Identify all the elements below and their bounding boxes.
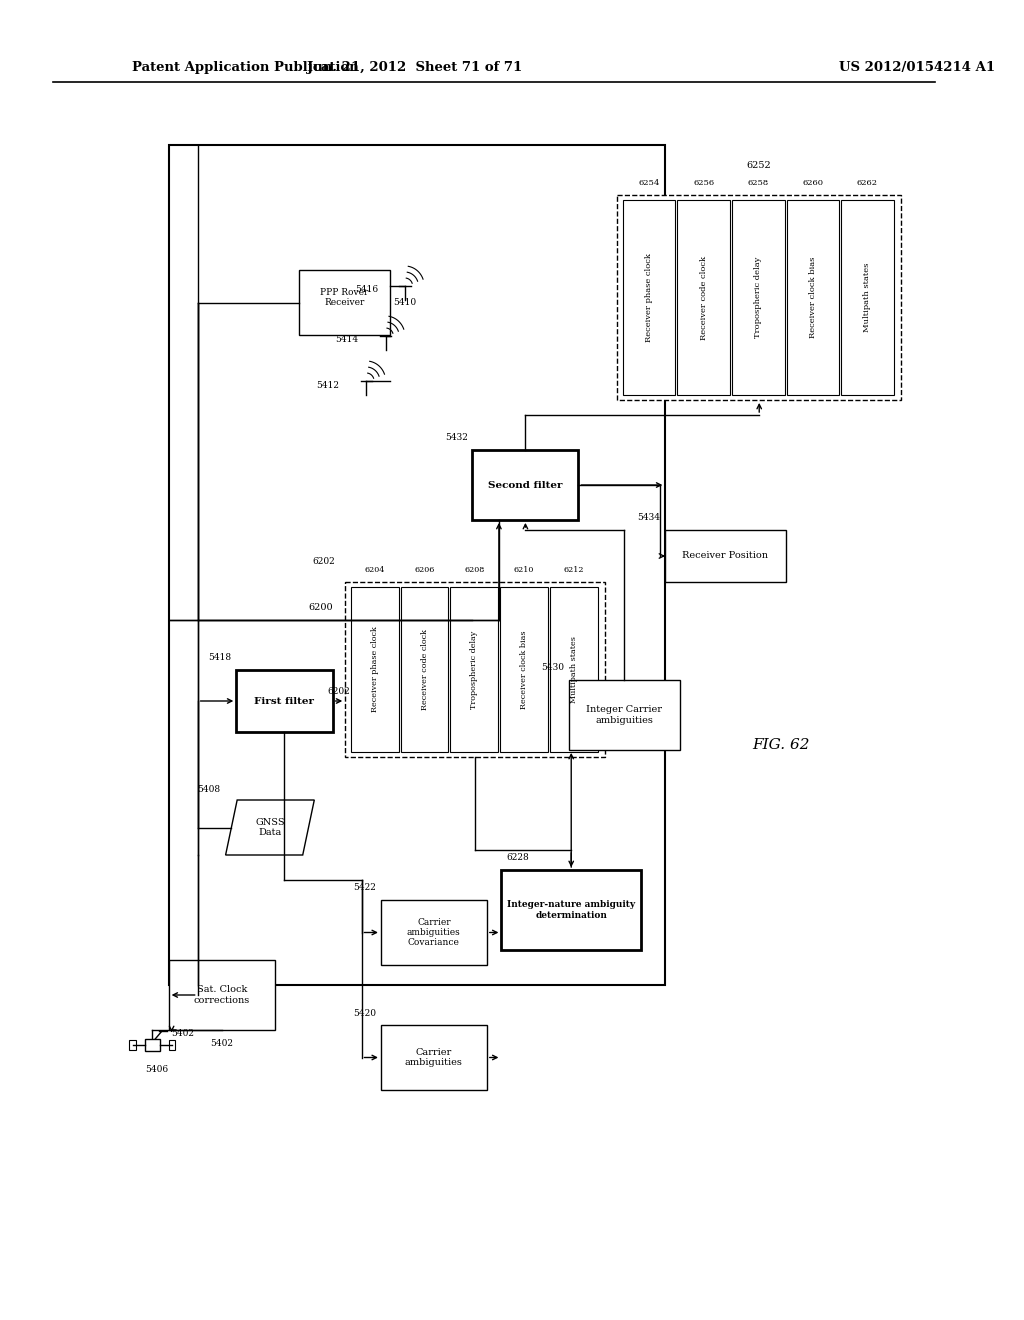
- Text: Tropospheric delay: Tropospheric delay: [755, 257, 762, 338]
- Text: 6206: 6206: [415, 566, 435, 574]
- Text: Receiver clock bias: Receiver clock bias: [809, 257, 817, 338]
- Polygon shape: [225, 800, 314, 855]
- Text: Receiver phase clock: Receiver phase clock: [645, 253, 653, 342]
- Text: Integer Carrier
ambiguities: Integer Carrier ambiguities: [587, 705, 663, 725]
- Text: 5402: 5402: [172, 1028, 195, 1038]
- Text: 5430: 5430: [541, 664, 564, 672]
- Text: Receiver Position: Receiver Position: [682, 552, 768, 561]
- Text: PPP Rover
Receiver: PPP Rover Receiver: [321, 288, 369, 308]
- Text: 5432: 5432: [444, 433, 468, 442]
- Bar: [169, 960, 274, 1030]
- Bar: [732, 201, 784, 395]
- Bar: [129, 1040, 136, 1049]
- Text: GNSS
Data: GNSS Data: [255, 818, 285, 837]
- Text: 6200: 6200: [308, 603, 333, 612]
- Text: 6262: 6262: [857, 180, 878, 187]
- Text: 6258: 6258: [748, 180, 769, 187]
- Bar: [169, 1040, 175, 1049]
- Bar: [400, 587, 449, 752]
- Text: 6202: 6202: [328, 686, 350, 696]
- Bar: [568, 680, 680, 750]
- Bar: [666, 531, 785, 582]
- Text: 5420: 5420: [353, 1008, 376, 1018]
- Text: Second filter: Second filter: [488, 480, 562, 490]
- Text: US 2012/0154214 A1: US 2012/0154214 A1: [839, 62, 995, 74]
- Text: 6260: 6260: [803, 180, 823, 187]
- Text: Carrier
ambiguities: Carrier ambiguities: [404, 1048, 463, 1067]
- Bar: [351, 587, 398, 752]
- Text: 5408: 5408: [198, 785, 221, 795]
- Text: Multipath states: Multipath states: [569, 636, 578, 704]
- Text: Patent Application Publication: Patent Application Publication: [132, 62, 358, 74]
- Text: Jun. 21, 2012  Sheet 71 of 71: Jun. 21, 2012 Sheet 71 of 71: [307, 62, 522, 74]
- Bar: [451, 587, 499, 752]
- Text: 5416: 5416: [354, 285, 378, 294]
- Bar: [617, 195, 901, 400]
- Text: Integer-nature ambiguity
determination: Integer-nature ambiguity determination: [507, 900, 635, 920]
- Text: Receiver code clock: Receiver code clock: [421, 630, 429, 710]
- Text: 6228: 6228: [506, 854, 528, 862]
- Bar: [500, 587, 548, 752]
- Text: Carrier
ambiguities
Covariance: Carrier ambiguities Covariance: [407, 917, 461, 948]
- Bar: [144, 1039, 160, 1051]
- Text: 5414: 5414: [336, 335, 358, 345]
- Bar: [841, 201, 894, 395]
- Text: 5402: 5402: [210, 1040, 233, 1048]
- Text: FIG. 62: FIG. 62: [753, 738, 810, 752]
- Text: 5422: 5422: [353, 883, 376, 892]
- Text: Multipath states: Multipath states: [863, 263, 871, 333]
- Bar: [299, 271, 390, 335]
- Bar: [677, 201, 730, 395]
- Text: Tropospheric delay: Tropospheric delay: [470, 631, 478, 709]
- Bar: [381, 900, 486, 965]
- Bar: [550, 587, 598, 752]
- Bar: [786, 201, 839, 395]
- Text: 5434: 5434: [637, 513, 660, 523]
- Text: Receiver phase clock: Receiver phase clock: [371, 627, 379, 713]
- Text: Receiver clock bias: Receiver clock bias: [520, 630, 528, 709]
- Text: 6256: 6256: [693, 180, 715, 187]
- Text: 5412: 5412: [316, 380, 339, 389]
- Text: 6202: 6202: [312, 557, 336, 566]
- Text: First filter: First filter: [254, 697, 314, 705]
- Bar: [502, 870, 641, 950]
- Text: 6204: 6204: [365, 566, 385, 574]
- Bar: [169, 145, 666, 985]
- Text: 5410: 5410: [393, 298, 417, 308]
- Bar: [623, 201, 676, 395]
- Text: 5418: 5418: [208, 653, 231, 663]
- Text: Sat. Clock
corrections: Sat. Clock corrections: [194, 985, 250, 1005]
- Bar: [381, 1026, 486, 1090]
- Bar: [345, 582, 605, 756]
- Text: 6208: 6208: [464, 566, 484, 574]
- Text: 6210: 6210: [514, 566, 535, 574]
- Bar: [237, 671, 333, 733]
- Text: 5406: 5406: [145, 1065, 169, 1074]
- Text: 6254: 6254: [638, 180, 659, 187]
- Text: 6252: 6252: [746, 161, 772, 169]
- Text: Receiver code clock: Receiver code clock: [699, 256, 708, 339]
- Text: 6212: 6212: [563, 566, 584, 574]
- Bar: [472, 450, 579, 520]
